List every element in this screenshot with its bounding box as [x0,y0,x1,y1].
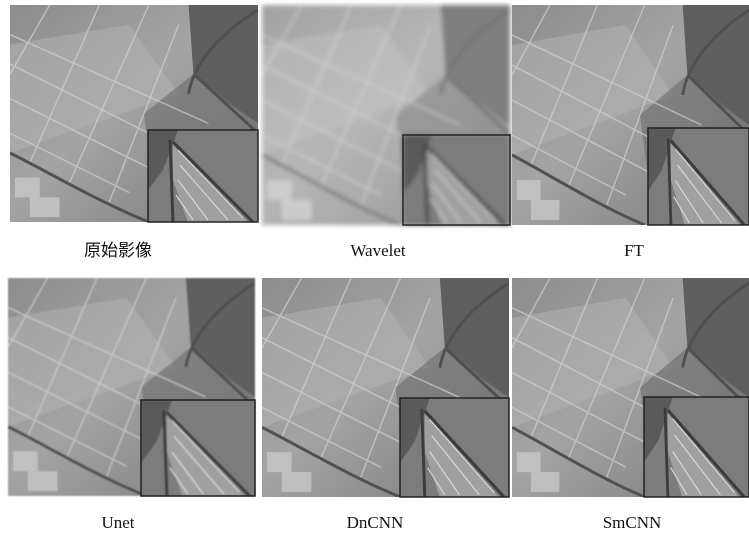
panel-wavelet [262,5,510,225]
caption: FT [624,241,644,260]
panel-ft [512,5,749,225]
caption: Unet [101,513,134,532]
caption: DnCNN [347,513,404,532]
panel-dncnn [262,278,509,497]
figure: 原始影像 Wavelet FT Unet DnCNN SmCNN [0,0,749,534]
caption: SmCNN [603,513,662,532]
caption: Wavelet [350,241,406,260]
panel-original [10,5,258,222]
panel-smcnn [512,278,749,497]
panel-unet [8,278,255,496]
caption: 原始影像 [84,241,152,260]
